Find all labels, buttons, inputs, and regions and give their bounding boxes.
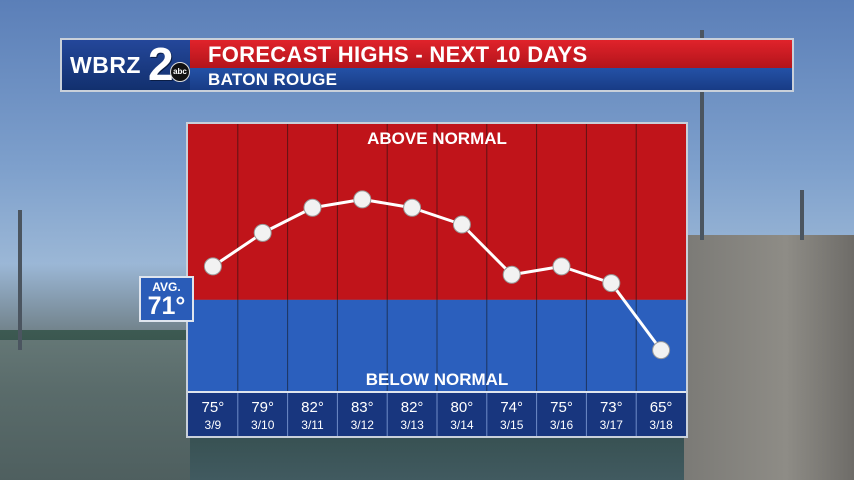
forecast-chart: ABOVE NORMAL BELOW NORMAL 75° 3/9 79° 3/10 82°… bbox=[188, 124, 686, 436]
data-point bbox=[203, 257, 222, 276]
network-logo-icon: abc bbox=[170, 62, 190, 82]
background-pole bbox=[18, 210, 22, 350]
date-label: 3/12 bbox=[351, 418, 375, 432]
page-subtitle: BATON ROUGE bbox=[208, 70, 338, 89]
average-box: AVG. 71° bbox=[139, 276, 194, 322]
logo-text: WBRZ bbox=[70, 52, 141, 78]
data-point bbox=[403, 198, 422, 217]
value-label: 79° bbox=[251, 399, 274, 416]
date-label: 3/14 bbox=[450, 418, 474, 432]
average-label: AVG. bbox=[152, 280, 181, 294]
banner-title-bar bbox=[190, 40, 792, 68]
background-wall bbox=[0, 340, 190, 480]
value-label: 75° bbox=[202, 399, 225, 416]
data-point bbox=[353, 190, 372, 209]
date-label: 3/13 bbox=[400, 418, 424, 432]
above-normal-label: ABOVE NORMAL bbox=[367, 129, 507, 148]
date-label: 3/16 bbox=[550, 418, 574, 432]
value-label: 75° bbox=[550, 399, 573, 416]
value-label: 83° bbox=[351, 399, 374, 416]
data-point bbox=[303, 198, 322, 217]
page-title: FORECAST HIGHS - NEXT 10 DAYS bbox=[208, 42, 588, 67]
banner-subtitle-bar bbox=[190, 68, 792, 90]
date-label: 3/11 bbox=[301, 418, 324, 432]
series-line bbox=[212, 197, 663, 352]
background-pole bbox=[700, 30, 704, 240]
date-label: 3/15 bbox=[500, 418, 524, 432]
data-point bbox=[652, 341, 671, 360]
station-logo: WBRZ 2 abc bbox=[62, 38, 190, 90]
average-value: 71° bbox=[147, 292, 186, 320]
value-label: 82° bbox=[301, 399, 324, 416]
date-label: 3/9 bbox=[205, 418, 222, 432]
background-pole bbox=[800, 190, 804, 240]
value-label: 65° bbox=[650, 399, 673, 416]
value-label: 82° bbox=[401, 399, 424, 416]
forecast-chart-panel: ABOVE NORMAL BELOW NORMAL 75° 3/9 79° 3/10 82°… bbox=[186, 122, 688, 438]
date-label: 3/18 bbox=[649, 418, 673, 432]
value-label: 80° bbox=[451, 399, 474, 416]
data-point bbox=[452, 215, 471, 234]
date-label: 3/10 bbox=[251, 418, 275, 432]
data-point bbox=[552, 257, 571, 276]
below-normal-label: BELOW NORMAL bbox=[366, 370, 509, 389]
logo-number: 2 bbox=[148, 38, 174, 90]
data-point bbox=[502, 265, 521, 284]
value-label: 74° bbox=[500, 399, 523, 416]
value-label: 73° bbox=[600, 399, 623, 416]
background-building bbox=[684, 235, 854, 480]
data-point bbox=[602, 274, 621, 293]
data-point bbox=[253, 223, 272, 242]
date-label: 3/17 bbox=[600, 418, 624, 432]
header-banner: WBRZ 2 abc FORECAST HIGHS - NEXT 10 DAYS… bbox=[60, 38, 794, 92]
